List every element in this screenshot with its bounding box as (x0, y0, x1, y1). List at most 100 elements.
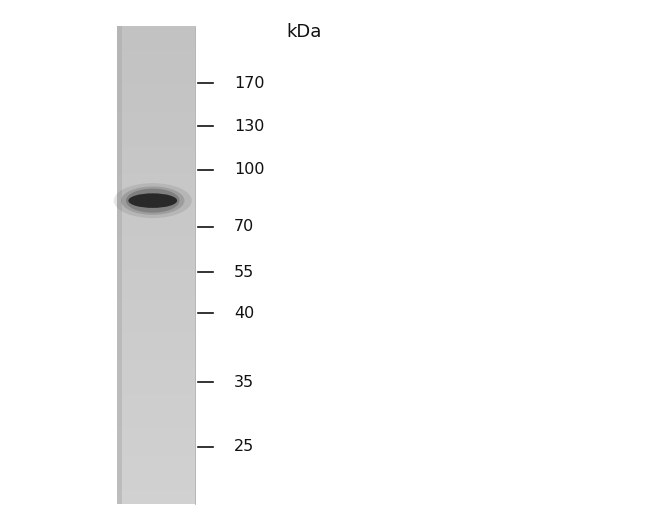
Bar (117, 222, 195, 227)
Bar (117, 246, 195, 251)
Bar (117, 179, 195, 184)
Text: 25: 25 (234, 439, 254, 454)
Bar (117, 318, 195, 322)
Bar (117, 433, 195, 437)
Bar (117, 26, 122, 504)
Bar (117, 409, 195, 413)
Bar (117, 375, 195, 380)
Bar (117, 265, 195, 270)
Bar (117, 322, 195, 328)
Bar (117, 442, 195, 447)
Bar (117, 64, 195, 69)
Bar (117, 227, 195, 232)
Bar (117, 217, 195, 222)
Bar (117, 328, 195, 332)
Ellipse shape (121, 187, 185, 215)
Bar (117, 203, 195, 208)
Bar (117, 466, 195, 471)
Text: 70: 70 (234, 219, 254, 235)
Bar (117, 256, 195, 261)
Bar (117, 500, 195, 504)
Bar (117, 380, 195, 385)
Bar (117, 471, 195, 476)
Bar (117, 150, 195, 155)
Bar (117, 213, 195, 217)
Bar (117, 117, 195, 122)
Bar (117, 280, 195, 284)
Bar (117, 251, 195, 256)
Bar (117, 55, 195, 59)
Text: 100: 100 (234, 162, 265, 177)
Bar (117, 356, 195, 361)
Bar (117, 447, 195, 452)
Bar (117, 83, 195, 88)
Text: 170: 170 (234, 76, 265, 91)
Bar (117, 308, 195, 313)
Bar (117, 332, 195, 337)
Bar (117, 423, 195, 428)
Ellipse shape (126, 189, 179, 213)
Bar (117, 313, 195, 318)
Ellipse shape (114, 183, 192, 218)
Bar (117, 50, 195, 55)
Bar (117, 452, 195, 457)
Bar (117, 237, 195, 241)
Bar (117, 418, 195, 423)
Bar (117, 270, 195, 275)
Text: kDa: kDa (286, 23, 321, 42)
Bar (117, 160, 195, 165)
Bar (117, 146, 195, 150)
Bar (117, 170, 195, 174)
Bar (117, 26, 195, 31)
Bar (117, 155, 195, 160)
Bar (117, 346, 195, 352)
Bar (117, 437, 195, 442)
Bar (117, 352, 195, 356)
Bar (117, 485, 195, 490)
Bar (117, 93, 195, 98)
Bar (117, 69, 195, 74)
Bar (117, 184, 195, 189)
Bar (117, 59, 195, 64)
Text: 130: 130 (234, 119, 265, 134)
Bar (117, 122, 195, 126)
Bar (117, 461, 195, 466)
Bar (117, 45, 195, 50)
Bar (117, 198, 195, 203)
Bar (117, 370, 195, 375)
Bar (117, 404, 195, 409)
Bar (117, 126, 195, 131)
Bar (117, 241, 195, 246)
Bar (117, 361, 195, 366)
Bar (117, 385, 195, 389)
Bar (117, 366, 195, 370)
Bar (117, 136, 195, 141)
Bar (117, 337, 195, 342)
Bar (117, 88, 195, 93)
Bar (117, 413, 195, 418)
Bar (117, 389, 195, 394)
Bar (117, 41, 195, 45)
Bar (117, 31, 195, 35)
Text: 55: 55 (234, 265, 254, 280)
Bar (117, 480, 195, 485)
Bar (117, 74, 195, 79)
Bar (117, 289, 195, 294)
Bar (117, 294, 195, 298)
Bar (117, 165, 195, 170)
Bar (117, 189, 195, 193)
Text: 35: 35 (234, 375, 254, 390)
Bar (117, 131, 195, 136)
Bar (117, 457, 195, 461)
Bar (117, 102, 195, 107)
Bar (117, 261, 195, 265)
Bar (117, 107, 195, 112)
Bar (117, 98, 195, 102)
Bar (117, 141, 195, 146)
Bar (117, 298, 195, 304)
Bar (117, 342, 195, 346)
Bar (117, 428, 195, 433)
Bar (117, 495, 195, 500)
Bar (117, 208, 195, 213)
Text: 40: 40 (234, 306, 254, 320)
